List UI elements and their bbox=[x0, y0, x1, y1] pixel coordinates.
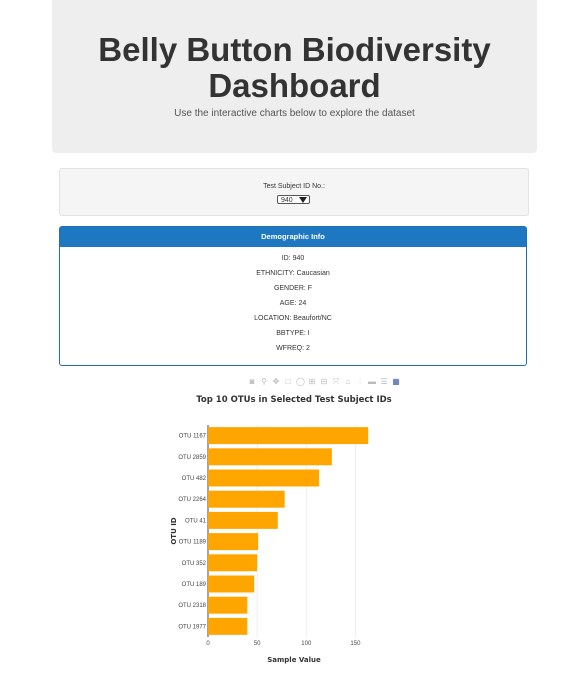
demographic-panel: Demographic Info ID: 940 ETHNICITY: Cauca… bbox=[59, 226, 527, 366]
y-tick-label: OTU 1167 bbox=[179, 434, 207, 440]
autoscale-icon[interactable]: ⤧ bbox=[332, 377, 340, 386]
bar bbox=[208, 617, 248, 635]
x-tick-label: 100 bbox=[301, 641, 312, 647]
spike-lines-icon[interactable]: ⫶ bbox=[359, 377, 361, 386]
bar bbox=[208, 511, 278, 529]
zoom-in-icon[interactable]: ⊞ bbox=[308, 377, 316, 386]
y-tick-label: OTU 1977 bbox=[178, 624, 206, 630]
x-axis-title: Sample Value bbox=[267, 656, 321, 664]
demographic-panel-title: Demographic Info bbox=[60, 227, 526, 247]
demographic-line: ETHNICITY: Caucasian bbox=[256, 270, 330, 277]
demographic-line: WFREQ: 2 bbox=[276, 345, 310, 352]
zoom-icon[interactable]: ⚲ bbox=[261, 377, 267, 386]
bar bbox=[208, 427, 369, 445]
y-tick-label: OTU 41 bbox=[185, 518, 207, 524]
bar bbox=[208, 554, 258, 572]
x-tick-label: 0 bbox=[206, 641, 210, 647]
bar bbox=[208, 575, 255, 593]
box-select-icon[interactable]: □ bbox=[285, 377, 291, 386]
y-axis-title: OTU ID bbox=[170, 517, 178, 544]
bar bbox=[208, 533, 259, 551]
lasso-icon[interactable]: ◯ bbox=[296, 377, 305, 386]
demographic-line: AGE: 24 bbox=[279, 300, 307, 307]
x-tick-label: 150 bbox=[350, 641, 361, 647]
bar bbox=[208, 448, 332, 466]
y-tick-label: OTU 482 bbox=[182, 476, 207, 482]
subject-id-selected-value: 940 bbox=[281, 197, 293, 204]
subject-id-label: Test Subject ID No.: bbox=[263, 183, 325, 190]
demographic-line: LOCATION: Beaufort/NC bbox=[254, 315, 332, 322]
y-tick-label: OTU 2264 bbox=[178, 497, 206, 503]
chart-modebar: ◙ ⚲ ✥ □ ◯ ⊞ ⊟ ⤧ ⌂ ⫶ ▬ ☰ ▦ bbox=[248, 378, 400, 388]
y-tick-label: OTU 189 bbox=[182, 582, 207, 588]
reset-axes-icon[interactable]: ⌂ bbox=[345, 377, 351, 386]
demographic-line: ID: 940 bbox=[281, 255, 305, 262]
y-tick-label: OTU 2318 bbox=[178, 603, 206, 609]
bar bbox=[208, 490, 285, 508]
demographic-line: GENDER: F bbox=[273, 285, 313, 292]
pan-icon[interactable]: ✥ bbox=[272, 377, 280, 386]
hover-closest-icon[interactable]: ▬ bbox=[368, 377, 376, 386]
hover-compare-icon[interactable]: ☰ bbox=[380, 377, 388, 386]
selector-well: Test Subject ID No.: 940 bbox=[59, 168, 529, 216]
zoom-out-icon[interactable]: ⊟ bbox=[320, 377, 328, 386]
demographic-line: BBTYPE: I bbox=[276, 330, 310, 337]
page-subtitle: Use the interactive charts below to expl… bbox=[174, 108, 415, 119]
page-title: Belly Button Biodiversity Dashboard bbox=[98, 31, 491, 104]
y-tick-label: OTU 1189 bbox=[179, 540, 207, 546]
chart-title: Top 10 OTUs in Selected Test Subject IDs bbox=[196, 395, 391, 405]
chevron-down-icon bbox=[299, 197, 307, 203]
x-tick-label: 50 bbox=[254, 641, 261, 647]
y-tick-label: OTU 2859 bbox=[178, 455, 206, 461]
bar bbox=[208, 596, 248, 614]
y-tick-label: OTU 352 bbox=[182, 561, 207, 567]
plotly-logo-icon[interactable]: ▦ bbox=[392, 377, 400, 386]
header-jumbotron: Belly Button Biodiversity Dashboard Use … bbox=[52, 0, 537, 153]
camera-icon[interactable]: ◙ bbox=[249, 377, 255, 386]
bar bbox=[208, 469, 320, 487]
subject-id-select[interactable]: 940 bbox=[277, 195, 310, 204]
